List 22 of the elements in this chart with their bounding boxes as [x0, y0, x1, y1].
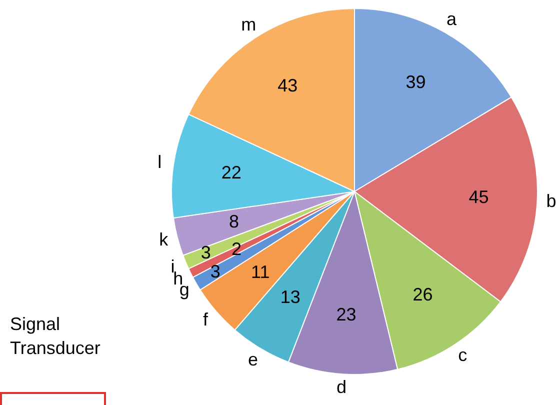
data-label: 11 [251, 262, 270, 282]
slice-label: b [546, 190, 556, 211]
data-label: 22 [221, 162, 242, 182]
slice-label: l [158, 152, 162, 172]
data-label: 3 [200, 242, 211, 263]
data-label: 45 [468, 187, 489, 208]
data-label: 13 [280, 287, 300, 308]
slice-label: f [202, 309, 209, 330]
slice-label: k [159, 229, 170, 250]
data-label: 8 [228, 211, 239, 232]
slice-label: d [336, 377, 347, 398]
text: Signal Transducer [10, 313, 102, 360]
data-label: 23 [336, 304, 356, 325]
slice-label: a [446, 9, 458, 29]
slice-label: c [458, 345, 468, 366]
slice-label: i [170, 256, 175, 276]
data-label: 39 [406, 72, 426, 92]
slice-label: m [241, 14, 256, 34]
slice-label: e [248, 349, 258, 370]
data-label: 43 [278, 76, 298, 96]
data-label: 26 [412, 284, 433, 305]
data-label: 3 [210, 262, 220, 282]
